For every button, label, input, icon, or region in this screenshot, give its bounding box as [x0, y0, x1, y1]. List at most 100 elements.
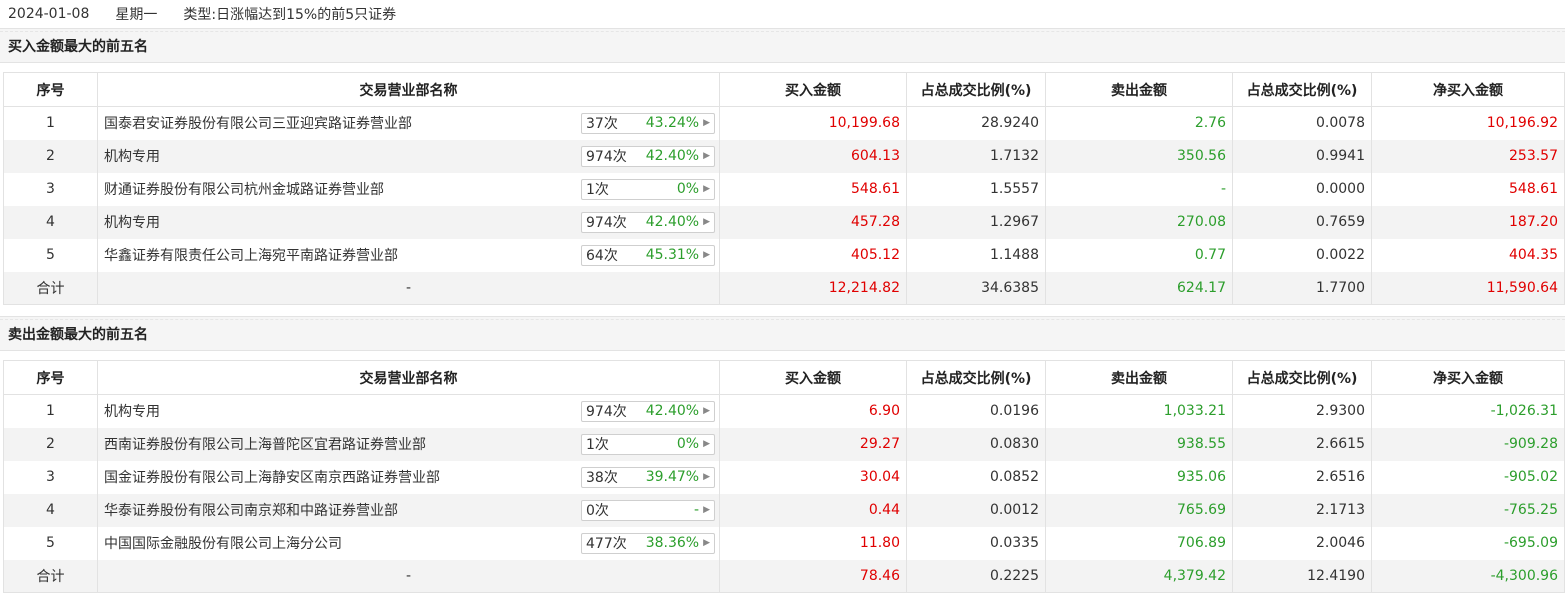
total-name: -	[97, 559, 720, 593]
col-net: 净买入金额	[1371, 72, 1565, 107]
table-row: 5 华鑫证券有限责任公司上海宛平南路证券营业部 64次 45.31% ▶ 405.12 1.…	[3, 238, 1565, 272]
broker-win-rate: 43.24%	[645, 115, 700, 132]
sell-amount: 765.69	[1045, 493, 1233, 527]
broker-cell: 机构专用 974次 42.40% ▶	[97, 394, 720, 428]
broker-trade-count: 477次	[586, 536, 627, 552]
col-idx: 序号	[3, 72, 98, 107]
triangle-right-icon: ▶	[703, 406, 710, 417]
table-row: 4 机构专用 974次 42.40% ▶ 457.28 1.2967 270.08 0.7659…	[3, 205, 1565, 239]
broker-name-link[interactable]: 财通证券股份有限公司杭州金城路证券营业部	[104, 182, 384, 198]
table-header-row: 序号 交易营业部名称 买入金额 占总成交比例(%) 卖出金额 占总成交比例(%)…	[3, 360, 1565, 395]
broker-stats-dropdown[interactable]: 0次 - ▶	[581, 499, 715, 521]
broker-cell: 财通证券股份有限公司杭州金城路证券营业部 1次 0% ▶	[97, 172, 720, 206]
sell-ratio: 2.9300	[1232, 394, 1372, 428]
sell-amount: 350.56	[1045, 139, 1233, 173]
weekday: 星期一	[115, 7, 158, 23]
row-index: 5	[3, 526, 98, 560]
broker-stats-dropdown[interactable]: 974次 42.40% ▶	[581, 211, 715, 233]
sell-ratio: 0.0078	[1232, 106, 1372, 140]
broker-cell: 机构专用 974次 42.40% ▶	[97, 139, 720, 173]
total-row: 合计 -78.46 0.2225 4,379.42 12.4190 -4,300.96	[3, 559, 1565, 593]
broker-stats-dropdown[interactable]: 37次 43.24% ▶	[581, 112, 715, 134]
sell-section-title: 卖出金额最大的前五名	[0, 316, 1565, 351]
broker-name-link[interactable]: 机构专用	[104, 404, 160, 421]
broker-cell: 西南证券股份有限公司上海普陀区宜君路证券营业部 1次 0% ▶	[97, 427, 720, 461]
row-index: 2	[3, 139, 98, 173]
triangle-right-icon: ▶	[703, 505, 710, 515]
buy-amount: 10,199.68	[719, 106, 907, 140]
broker-win-rate: 38.36%	[645, 535, 700, 551]
broker-name-link[interactable]: 中国国际金融股份有限公司上海分公司	[104, 536, 342, 552]
net-amount: 187.20	[1371, 205, 1565, 239]
broker-name-link[interactable]: 机构专用	[104, 149, 160, 165]
sell-top5-table: 序号 交易营业部名称 买入金额 占总成交比例(%) 卖出金额 占总成交比例(%)…	[3, 360, 1565, 593]
type-label: 类型:	[183, 7, 217, 23]
total-sell-ratio: 12.4190	[1232, 559, 1372, 593]
broker-stats-dropdown[interactable]: 38次 39.47% ▶	[581, 466, 715, 488]
buy-amount: 29.27	[719, 427, 907, 461]
sell-ratio: 0.9941	[1232, 139, 1372, 173]
buy-ratio: 1.5557	[906, 172, 1046, 206]
total-row: 合计 -12,214.82 34.6385 624.17 1.7700 11,590.64	[3, 271, 1565, 305]
triangle-right-icon: ▶	[703, 538, 710, 548]
broker-win-rate: 0%	[676, 181, 700, 197]
buy-ratio: 1.7132	[906, 139, 1046, 173]
broker-trade-count: 38次	[586, 470, 618, 486]
sell-amount: 2.76	[1045, 106, 1233, 140]
buy-ratio: 1.1488	[906, 238, 1046, 272]
sell-amount: 935.06	[1045, 460, 1233, 494]
net-amount: -909.28	[1371, 427, 1565, 461]
type-value: 日涨幅达到15%的前5只证券	[216, 7, 397, 23]
sell-amount: 1,033.21	[1045, 394, 1233, 428]
col-sell: 卖出金额	[1045, 360, 1233, 395]
net-amount: -765.25	[1371, 493, 1565, 527]
buy-amount: 457.28	[719, 205, 907, 239]
triangle-right-icon: ▶	[703, 118, 710, 129]
buy-ratio: 1.2967	[906, 205, 1046, 239]
buy-ratio: 0.0335	[906, 526, 1046, 560]
sell-amount: 270.08	[1045, 205, 1233, 239]
col-buy-ratio: 占总成交比例(%)	[906, 360, 1046, 395]
row-index: 2	[3, 427, 98, 461]
net-amount: 10,196.92	[1371, 106, 1565, 140]
broker-name-link[interactable]: 机构专用	[104, 215, 160, 231]
buy-ratio: 0.0852	[906, 460, 1046, 494]
broker-name-link[interactable]: 国金证券股份有限公司上海静安区南京西路证券营业部	[104, 470, 440, 486]
broker-trade-count: 37次	[586, 116, 618, 133]
row-index: 4	[3, 493, 98, 527]
total-buy: 12,214.82	[719, 271, 907, 305]
col-sell-ratio: 占总成交比例(%)	[1232, 72, 1372, 107]
sell-ratio: 2.6615	[1232, 427, 1372, 461]
broker-cell: 机构专用 974次 42.40% ▶	[97, 205, 720, 239]
broker-stats-dropdown[interactable]: 1次 0% ▶	[581, 178, 715, 200]
net-amount: -905.02	[1371, 460, 1565, 494]
table-row: 1 国泰君安证券股份有限公司三亚迎宾路证券营业部 37次 43.24% ▶ 10,199.…	[3, 106, 1565, 140]
table-header-row: 序号 交易营业部名称 买入金额 占总成交比例(%) 卖出金额 占总成交比例(%)…	[3, 72, 1565, 107]
buy-amount: 604.13	[719, 139, 907, 173]
broker-name-link[interactable]: 华鑫证券有限责任公司上海宛平南路证券营业部	[104, 248, 398, 264]
broker-trade-count: 1次	[586, 437, 609, 453]
broker-stats-dropdown[interactable]: 974次 42.40% ▶	[581, 145, 715, 167]
buy-amount: 548.61	[719, 172, 907, 206]
broker-trade-count: 974次	[586, 404, 627, 421]
broker-win-rate: 45.31%	[645, 247, 700, 263]
broker-name-link[interactable]: 西南证券股份有限公司上海普陀区宜君路证券营业部	[104, 437, 426, 453]
triangle-right-icon: ▶	[703, 217, 710, 227]
broker-name-link[interactable]: 华泰证券股份有限公司南京郑和中路证券营业部	[104, 503, 398, 519]
sell-ratio: 2.6516	[1232, 460, 1372, 494]
col-name: 交易营业部名称	[97, 360, 720, 395]
sell-ratio: 0.0022	[1232, 238, 1372, 272]
total-label: 合计	[3, 559, 98, 593]
top-info-bar: 2024-01-08 星期一 类型: 日涨幅达到15%的前5只证券	[0, 0, 1565, 28]
buy-ratio: 0.0830	[906, 427, 1046, 461]
broker-trade-count: 974次	[586, 215, 627, 231]
net-amount: -695.09	[1371, 526, 1565, 560]
broker-stats-dropdown[interactable]: 64次 45.31% ▶	[581, 244, 715, 266]
table-row: 4 华泰证券股份有限公司南京郑和中路证券营业部 0次 - ▶ 0.44 0.0012 765.…	[3, 493, 1565, 527]
total-net: 11,590.64	[1371, 271, 1565, 305]
broker-stats-dropdown[interactable]: 974次 42.40% ▶	[581, 400, 715, 422]
broker-name-link[interactable]: 国泰君安证券股份有限公司三亚迎宾路证券营业部	[104, 116, 412, 133]
broker-win-rate: -	[694, 502, 700, 518]
broker-stats-dropdown[interactable]: 477次 38.36% ▶	[581, 532, 715, 554]
broker-stats-dropdown[interactable]: 1次 0% ▶	[581, 433, 715, 455]
